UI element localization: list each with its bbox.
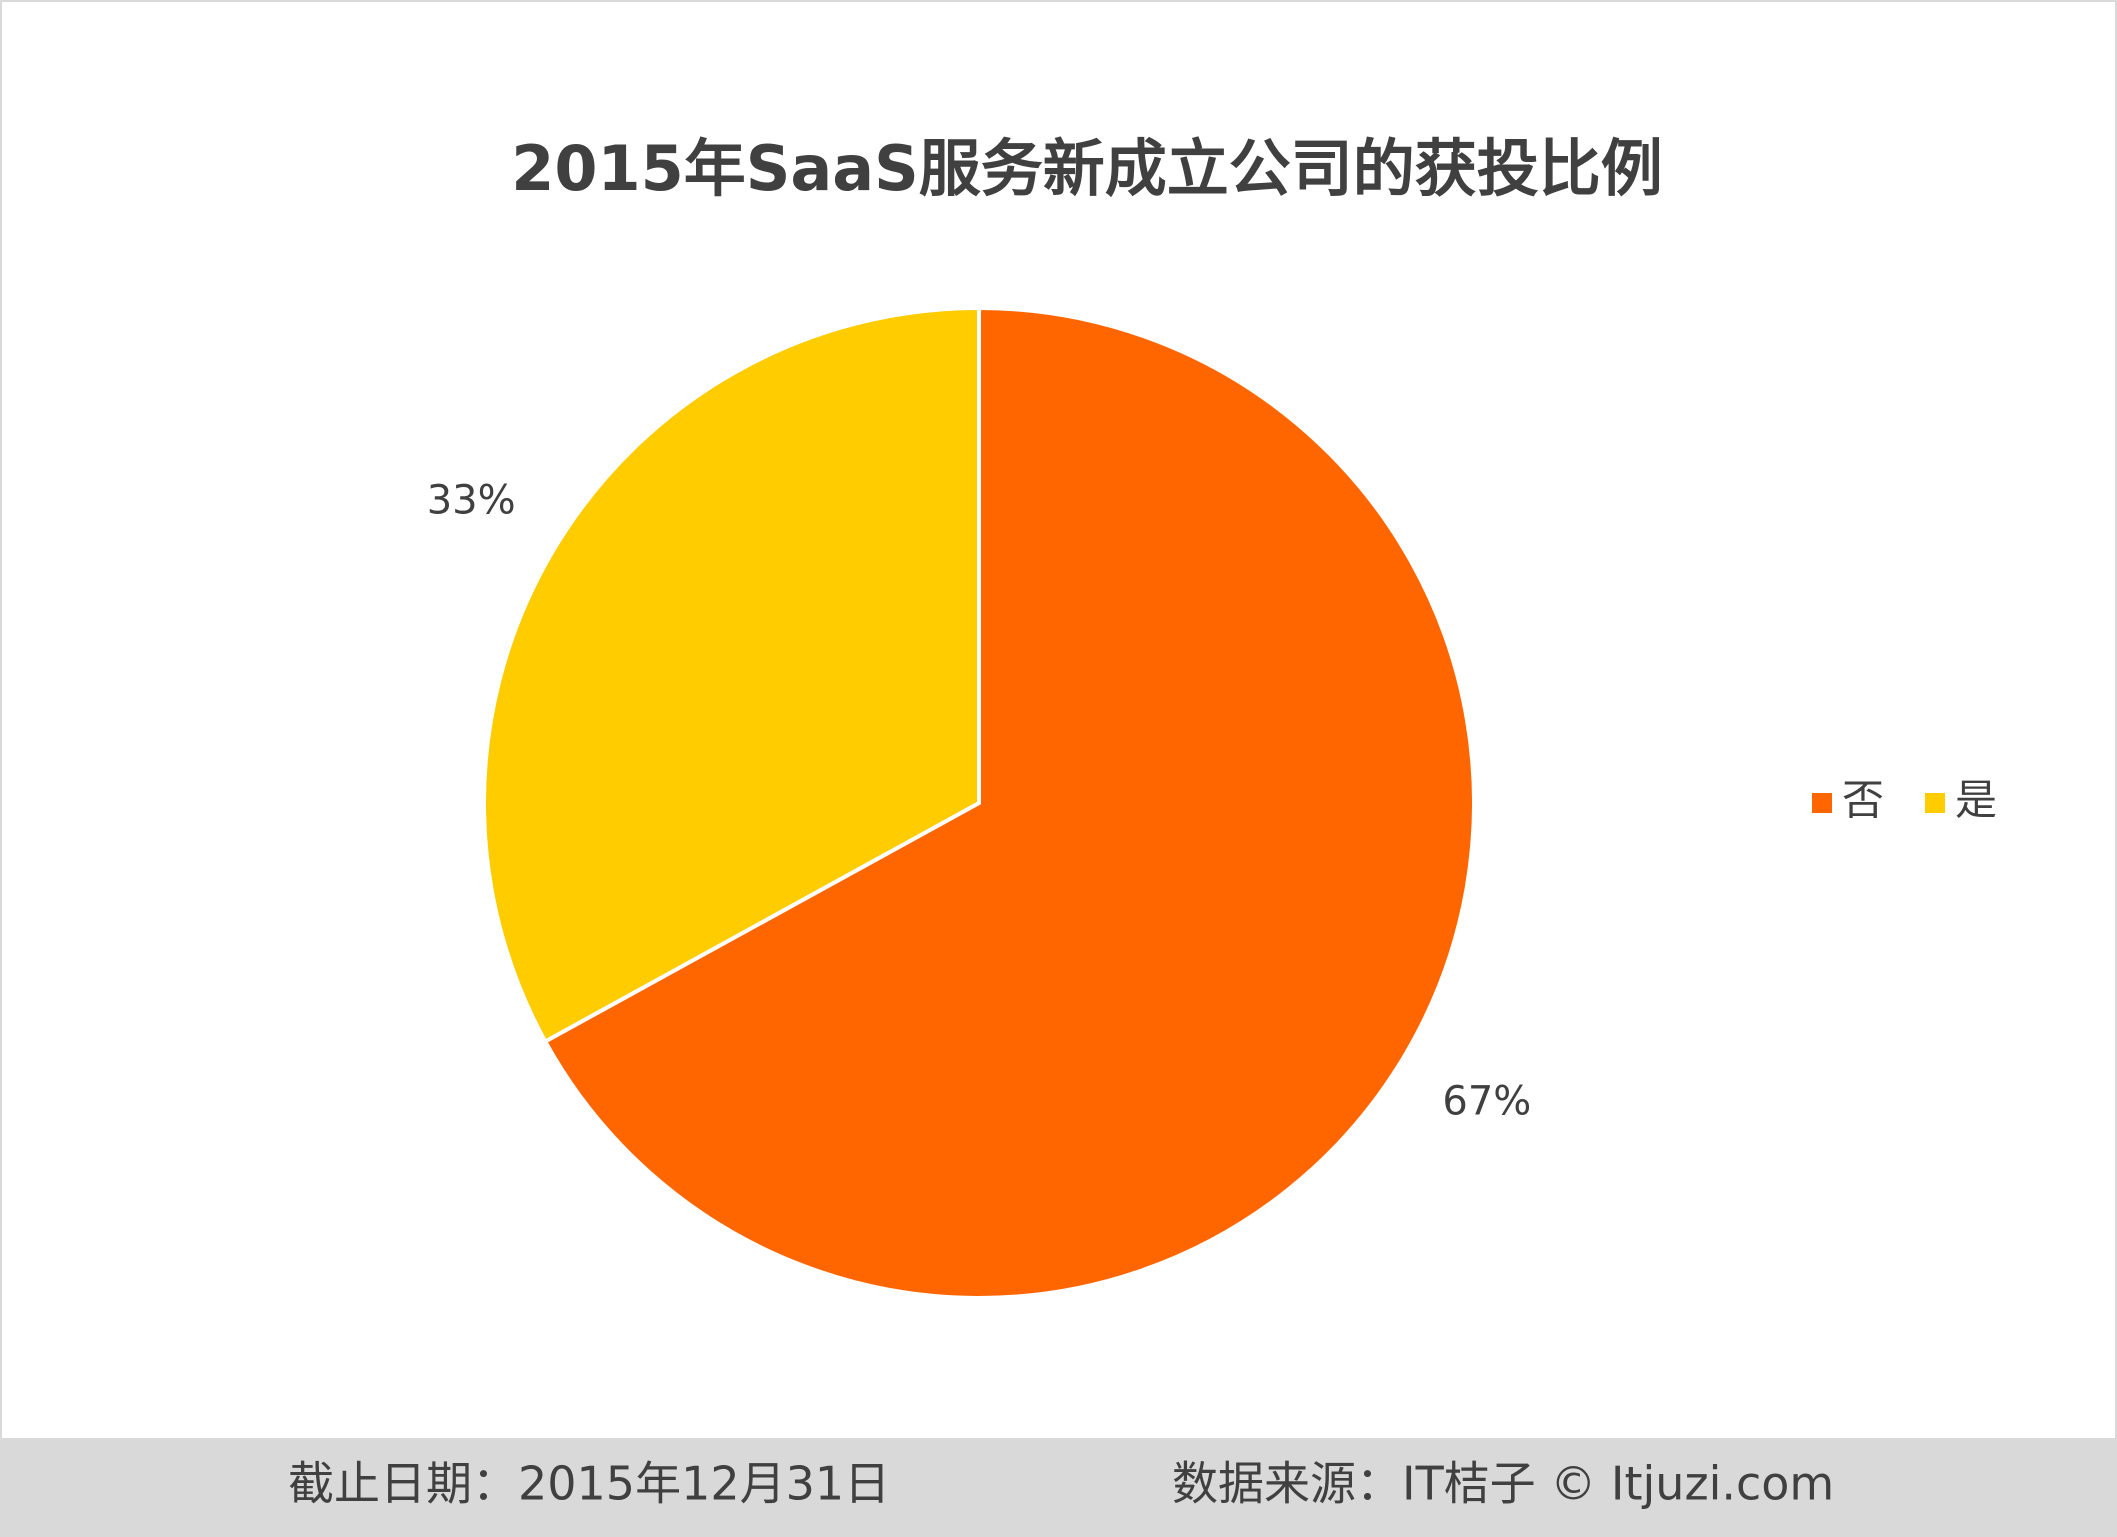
pie-slice — [542, 305, 1476, 1300]
data-label: 67% — [1442, 1078, 1531, 1124]
pie-slice — [482, 305, 981, 1045]
footer-date: 截止日期：2015年12月31日 — [288, 1457, 890, 1511]
chart-title: 2015年SaaS服务新成立公司的获投比例 — [511, 132, 1663, 205]
legend-swatch — [1925, 793, 1945, 813]
legend-label: 是 — [1955, 776, 1997, 825]
footer-source: 数据来源：IT桔子 © Itjuzi.com — [1172, 1457, 1834, 1511]
data-label: 33% — [427, 478, 516, 524]
legend-label: 否 — [1842, 776, 1884, 825]
footer-band — [0, 1438, 2117, 1537]
legend-swatch — [1812, 793, 1832, 813]
